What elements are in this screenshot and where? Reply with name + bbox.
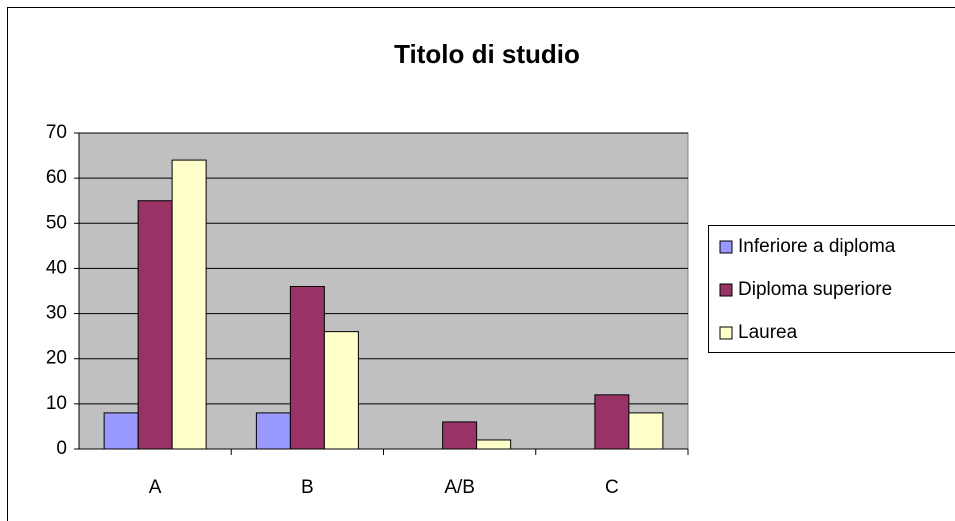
bar xyxy=(476,439,512,450)
y-tick-label: 40 xyxy=(46,257,67,278)
bar xyxy=(594,394,630,450)
x-tick-label: A xyxy=(149,477,162,498)
bar xyxy=(103,412,139,450)
y-tick-label: 60 xyxy=(46,167,67,188)
x-tick-label: B xyxy=(301,477,314,498)
bar xyxy=(323,331,359,450)
chart-title: Titolo di studio xyxy=(394,39,580,69)
y-tick-label: 30 xyxy=(46,303,67,324)
legend-swatch xyxy=(719,240,733,254)
y-tick-label: 0 xyxy=(56,438,67,459)
legend-swatch xyxy=(719,283,733,297)
bar xyxy=(289,285,325,450)
legend-swatch xyxy=(719,326,733,340)
legend-label: Laurea xyxy=(738,322,798,343)
bar xyxy=(442,421,478,450)
legend-label: Diploma superiore xyxy=(738,279,892,300)
y-tick-label: 50 xyxy=(46,212,67,233)
legend-box xyxy=(708,225,955,353)
bar xyxy=(255,412,291,450)
x-tick-label: C xyxy=(605,477,619,498)
bar xyxy=(628,412,664,450)
legend-label: Inferiore a diploma xyxy=(738,236,896,257)
y-tick-label: 70 xyxy=(46,122,67,143)
bar xyxy=(171,159,207,450)
y-tick-label: 20 xyxy=(46,348,67,369)
bar xyxy=(137,200,173,450)
y-tick-label: 10 xyxy=(46,393,67,414)
x-tick-label: A/B xyxy=(444,477,475,498)
